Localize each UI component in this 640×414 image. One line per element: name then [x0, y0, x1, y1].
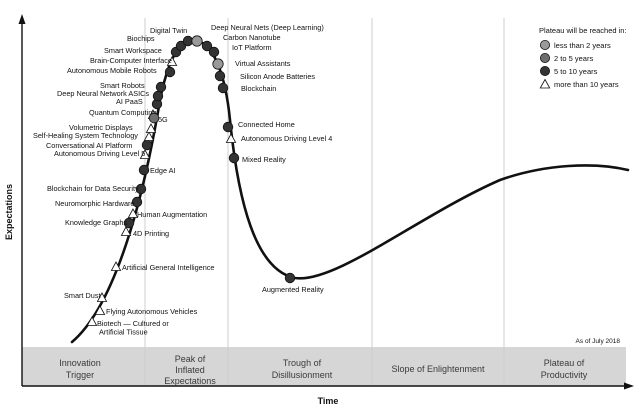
tech-marker-autonomous-mobile-robots [164, 66, 176, 78]
y-axis-arrow [18, 14, 26, 24]
tech-marker-smart-robots [155, 81, 167, 93]
phase-label-slope: Slope of Enlightenment [391, 364, 485, 374]
tech-marker-deep-neural-nets-deep-learning [191, 35, 203, 47]
legend-swatch-lt2 [540, 40, 551, 51]
tech-marker-human-augmentation [127, 208, 139, 218]
tech-marker-conversational-ai-platform [141, 139, 153, 151]
as-of-note: As of July 2018 [576, 338, 621, 345]
legend-label-2to5: 2 to 5 years [554, 54, 593, 63]
tech-label-ai-paas: AI PaaS [116, 97, 143, 106]
phase-label-innovation-trigger: Innovation Trigger [59, 358, 101, 380]
tech-marker-blockchain [217, 82, 229, 94]
tech-label-mixed-reality: Mixed Reality [242, 155, 286, 164]
tech-label-deep-neural-network-asics: Deep Neural Network ASICs [57, 89, 149, 98]
tech-marker-volumetric-displays [145, 123, 157, 133]
tech-label-digital-twin: Digital Twin [150, 26, 187, 35]
tech-marker-flying-autonomous-vehicles [94, 305, 106, 315]
tech-label-connected-home: Connected Home [238, 120, 295, 129]
tech-label-knowledge-graphs: Knowledge Graphs [65, 218, 127, 227]
tech-marker-autonomous-driving-level-4 [225, 133, 237, 143]
tech-label-flying-autonomous-vehicles: Flying Autonomous Vehicles [106, 307, 198, 316]
tech-label-smart-robots: Smart Robots [100, 81, 145, 90]
tech-marker-artificial-general-intelligence [110, 261, 122, 271]
tech-marker-4d-printing [120, 226, 132, 236]
tech-marker-blockchain-for-data-security [135, 183, 147, 195]
tech-label-brain-computer-interface: Brain-Computer Interface [90, 56, 172, 65]
tech-marker-5g [148, 112, 160, 124]
legend-label-5to10: 5 to 10 years [554, 67, 598, 76]
tech-label-smart-dust: Smart Dust [64, 291, 101, 300]
tech-label-autonomous-driving-level-4: Autonomous Driving Level 4 [241, 134, 332, 143]
tech-marker-connected-home [222, 121, 234, 133]
tech-marker-knowledge-graphs [123, 217, 135, 229]
tech-marker-edge-ai [138, 164, 150, 176]
tech-marker-biochips [175, 40, 187, 52]
phase-band [22, 347, 626, 386]
tech-label-virtual-assistants: Virtual Assistants [235, 59, 291, 68]
tech-marker-iot-platform [208, 46, 220, 58]
technology-markers: Biotech — Cultured or Artificial Tissue Fl… [33, 23, 332, 337]
tech-label-autonomous-driving-level-5: Autonomous Driving Level 5 [54, 149, 145, 158]
tech-marker-smart-dust [96, 292, 108, 302]
tech-label-deep-neural-nets-deep-learning: Deep Neural Nets (Deep Learning) [211, 23, 324, 32]
tech-label-smart-workspace: Smart Workspace [104, 46, 162, 55]
tech-label-autonomous-mobile-robots: Autonomous Mobile Robots [67, 66, 157, 75]
tech-label-artificial-general-intelligence: Artificial General Intelligence [122, 263, 214, 272]
legend-swatch-gt10 [539, 78, 551, 89]
legend-label-lt2: less than 2 years [554, 41, 611, 50]
legend-title: Plateau will be reached in: [539, 26, 627, 35]
phase-dividers [144, 18, 505, 386]
tech-marker-brain-computer-interface [166, 56, 178, 66]
tech-marker-self-healing-system-technology [143, 131, 155, 141]
tech-marker-neuromorphic-hardware [131, 196, 143, 208]
tech-label-self-healing-system-technology: Self-Healing System Technology [33, 131, 138, 140]
legend: Plateau will be reached in: less than 2 … [539, 26, 627, 89]
tech-marker-silicon-anode-batteries [214, 70, 226, 82]
tech-marker-carbon-nanotube [201, 40, 213, 52]
y-axis-label: Expectations [4, 184, 14, 240]
tech-label-quantum-computing: Quantum Computing [89, 108, 156, 117]
phase-label-plateau: Plateau of Productivity [541, 358, 588, 380]
tech-marker-virtual-assistants [212, 58, 224, 70]
legend-label-gt10: more than 10 years [554, 80, 619, 89]
legend-swatch-5to10 [540, 66, 551, 77]
tech-marker-digital-twin [182, 35, 194, 47]
tech-marker-augmented-reality [284, 272, 296, 284]
tech-marker-biotech-cultured-or-artificial-tissue [86, 316, 98, 326]
tech-label-carbon-nanotube: Carbon Nanotube [223, 33, 281, 42]
tech-marker-mixed-reality [228, 152, 240, 164]
tech-label-4d-printing: 4D Printing [133, 229, 169, 238]
phase-label-peak: Peak of Inflated Expectations [164, 354, 216, 386]
x-axis-label: Time [318, 396, 339, 406]
tech-marker-deep-neural-network-asics [152, 90, 164, 102]
tech-label-biotech-cultured-or-artificial-tissue: Biotech — Cultured or Artificial Tissue [97, 319, 169, 337]
tech-label-human-augmentation: Human Augmentation [137, 210, 207, 219]
tech-label-biochips: Biochips [127, 34, 155, 43]
phase-label-trough: Trough of Disillusionment [272, 358, 333, 380]
tech-label-5g: 5G [158, 115, 168, 124]
tech-label-edge-ai: Edge AI [150, 166, 176, 175]
tech-label-augmented-reality: Augmented Reality [262, 285, 324, 294]
tech-label-blockchain-for-data-security: Blockchain for Data Security [47, 184, 139, 193]
tech-label-blockchain: Blockchain [241, 84, 276, 93]
tech-label-conversational-ai-platform: Conversational AI Platform [46, 141, 132, 150]
tech-label-silicon-anode-batteries: Silicon Anode Batteries [240, 72, 315, 81]
tech-label-volumetric-displays: Volumetric Displays [69, 123, 133, 132]
legend-swatch-2to5 [540, 53, 551, 64]
tech-label-neuromorphic-hardware: Neuromorphic Hardware [55, 199, 135, 208]
tech-label-iot-platform: IoT Platform [232, 43, 272, 52]
tech-marker-autonomous-driving-level-5 [139, 149, 151, 159]
x-axis-arrow [624, 382, 634, 390]
